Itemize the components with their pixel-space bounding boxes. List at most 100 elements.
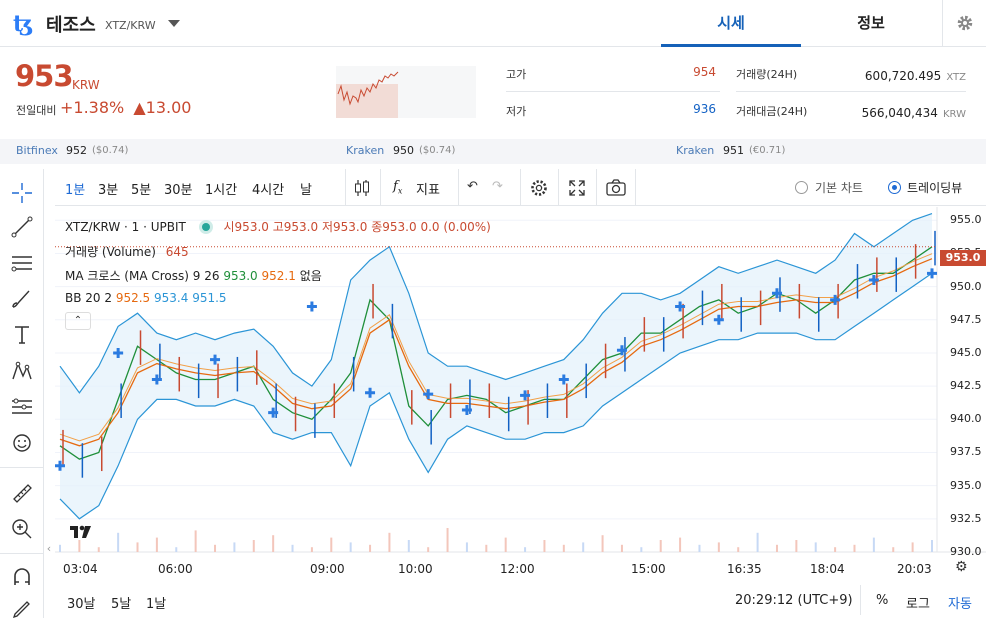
interval-1h[interactable]: 1시간 bbox=[205, 183, 238, 198]
divider bbox=[520, 169, 521, 206]
price-chart[interactable]: XTZ/KRW · 1 · UPBIT 시953.0 고953.0 저953.0… bbox=[55, 207, 986, 618]
series-line-bb-lower bbox=[59, 272, 933, 520]
volume-bar bbox=[175, 547, 178, 552]
ma-cross-marker bbox=[461, 405, 472, 416]
range-1d[interactable]: 1날 bbox=[146, 597, 167, 612]
pair-label: XTZ/KRW bbox=[105, 19, 156, 32]
magnet-icon[interactable] bbox=[10, 565, 34, 589]
crosshair-icon[interactable] bbox=[10, 181, 34, 205]
volume-bar bbox=[252, 540, 255, 552]
divider bbox=[0, 467, 44, 468]
legend-symbol: XTZ/KRW · 1 · UPBIT bbox=[65, 220, 186, 234]
basic-chart-label[interactable]: 기본 차트 bbox=[815, 181, 863, 195]
series-line-ma-26 bbox=[59, 258, 933, 447]
ma-cross-marker bbox=[558, 374, 569, 385]
redo-icon[interactable]: ↷ bbox=[492, 179, 503, 194]
utc-clock[interactable]: 20:29:12 (UTC+9) bbox=[735, 593, 853, 608]
volume-bar bbox=[233, 542, 236, 552]
trade-value-label: 거래대금(24H) bbox=[736, 105, 808, 118]
candlestick-icon[interactable] bbox=[353, 178, 371, 198]
settings-button[interactable] bbox=[942, 0, 986, 47]
tradingview-radio[interactable] bbox=[888, 181, 901, 194]
percent-toggle[interactable]: % bbox=[876, 593, 889, 608]
chart-settings-gear-icon[interactable] bbox=[529, 178, 549, 198]
tab-info[interactable]: 정보 bbox=[857, 14, 885, 32]
divider bbox=[558, 169, 559, 206]
trade-value-unit: KRW bbox=[943, 109, 966, 120]
interval-1m[interactable]: 1분 bbox=[65, 183, 86, 198]
gear-icon bbox=[957, 15, 973, 31]
auto-scale-toggle[interactable]: 자동 bbox=[948, 597, 972, 612]
interval-4h[interactable]: 4시간 bbox=[252, 183, 285, 198]
fib-retracement-icon[interactable] bbox=[10, 251, 34, 275]
pattern-icon[interactable] bbox=[10, 359, 34, 383]
volume-bar bbox=[562, 544, 565, 552]
basic-chart-radio[interactable] bbox=[795, 181, 808, 194]
volume-bar bbox=[446, 528, 449, 552]
bb-upper-value: 952.5 bbox=[115, 291, 151, 305]
bb-label: BB 20 2 bbox=[65, 291, 112, 305]
volume-bar bbox=[291, 544, 294, 552]
legend-ohlc: XTZ/KRW · 1 · UPBIT 시953.0 고953.0 저953.0… bbox=[65, 218, 491, 235]
function-icon[interactable]: fx bbox=[393, 179, 403, 196]
exchange-usd: ($0.74) bbox=[92, 145, 129, 156]
range-30d[interactable]: 30날 bbox=[67, 597, 96, 612]
chart-toolbar: 1분 3분 5분 30분 1시간 4시간 날 fx 지표 ↶ ↷ 기본 차트 bbox=[55, 169, 986, 206]
legend-close: 953.0 bbox=[382, 220, 417, 234]
change-value: +1.38% ▲13.00 bbox=[60, 98, 191, 117]
live-dot-icon bbox=[201, 223, 210, 231]
volume-bar bbox=[814, 542, 817, 552]
brush-icon[interactable] bbox=[10, 287, 34, 311]
fullscreen-icon[interactable] bbox=[567, 178, 587, 198]
tradingview-label[interactable]: 트레이딩뷰 bbox=[907, 181, 963, 195]
trade-value: 566,040,434 bbox=[861, 106, 938, 120]
volume-bar bbox=[407, 540, 410, 552]
ma-cross-marker bbox=[113, 347, 124, 358]
collapse-toolbar-chevron-icon[interactable]: ‹ bbox=[46, 542, 52, 555]
coin-name: 테조스 bbox=[46, 15, 96, 36]
tab-market[interactable]: 시세 bbox=[661, 0, 801, 47]
volume-unit: XTZ bbox=[946, 72, 966, 83]
volume-bar bbox=[330, 537, 333, 552]
log-toggle[interactable]: 로그 bbox=[906, 597, 930, 612]
volume-bar bbox=[485, 544, 488, 552]
divider bbox=[345, 169, 346, 206]
pencil-lock-icon[interactable] bbox=[10, 597, 34, 618]
chevron-down-icon[interactable] bbox=[168, 20, 180, 27]
time-axis-tick: 12:00 bbox=[500, 562, 535, 576]
legend-open: 953.0 bbox=[234, 220, 269, 234]
trend-line-icon[interactable] bbox=[10, 215, 34, 239]
ma-fast-value: 953.0 bbox=[223, 269, 258, 283]
undo-icon[interactable]: ↶ bbox=[467, 179, 478, 194]
legend-ma-cross: MA 크로스 (MA Cross) 9 26 953.0 952.1 없음 bbox=[65, 267, 322, 284]
volume-bar bbox=[679, 537, 682, 552]
interval-day[interactable]: 날 bbox=[300, 183, 312, 198]
time-axis-tick: 10:00 bbox=[398, 562, 433, 576]
divider bbox=[458, 169, 459, 206]
time-axis-tick: 09:00 bbox=[310, 562, 345, 576]
chart-settings-icon[interactable]: ⚙ bbox=[955, 559, 968, 575]
interval-30m[interactable]: 30분 bbox=[164, 183, 193, 198]
ma-none: 없음 bbox=[299, 269, 322, 283]
change-label: 전일대비 bbox=[16, 104, 57, 117]
range-5d[interactable]: 5날 bbox=[111, 597, 132, 612]
camera-icon[interactable] bbox=[605, 178, 627, 198]
trade-value-24h: 566,040,434 KRW bbox=[820, 102, 966, 121]
chart-canvas[interactable] bbox=[55, 207, 986, 618]
collapse-legend-button[interactable]: ⌃ bbox=[65, 312, 91, 330]
text-tool-icon[interactable] bbox=[10, 323, 34, 347]
ma-cross-marker bbox=[151, 374, 162, 385]
emoji-icon[interactable] bbox=[10, 431, 34, 455]
ruler-icon[interactable] bbox=[10, 481, 34, 505]
interval-5m[interactable]: 5분 bbox=[131, 183, 152, 198]
low-value: 936 bbox=[693, 102, 716, 116]
time-axis-tick: 15:00 bbox=[631, 562, 666, 576]
interval-3m[interactable]: 3분 bbox=[98, 183, 119, 198]
header-bar: ꜩ 테조스 XTZ/KRW 시세 정보 bbox=[0, 0, 986, 47]
exchange-price-bar: Bitfinex 952 ($0.74) Kraken 950 ($0.74) … bbox=[0, 139, 986, 164]
volume-bar bbox=[620, 544, 623, 552]
divider bbox=[635, 169, 636, 206]
zoom-in-icon[interactable] bbox=[10, 517, 34, 541]
prediction-icon[interactable] bbox=[10, 395, 34, 419]
indicators-button[interactable]: 지표 bbox=[416, 183, 440, 198]
